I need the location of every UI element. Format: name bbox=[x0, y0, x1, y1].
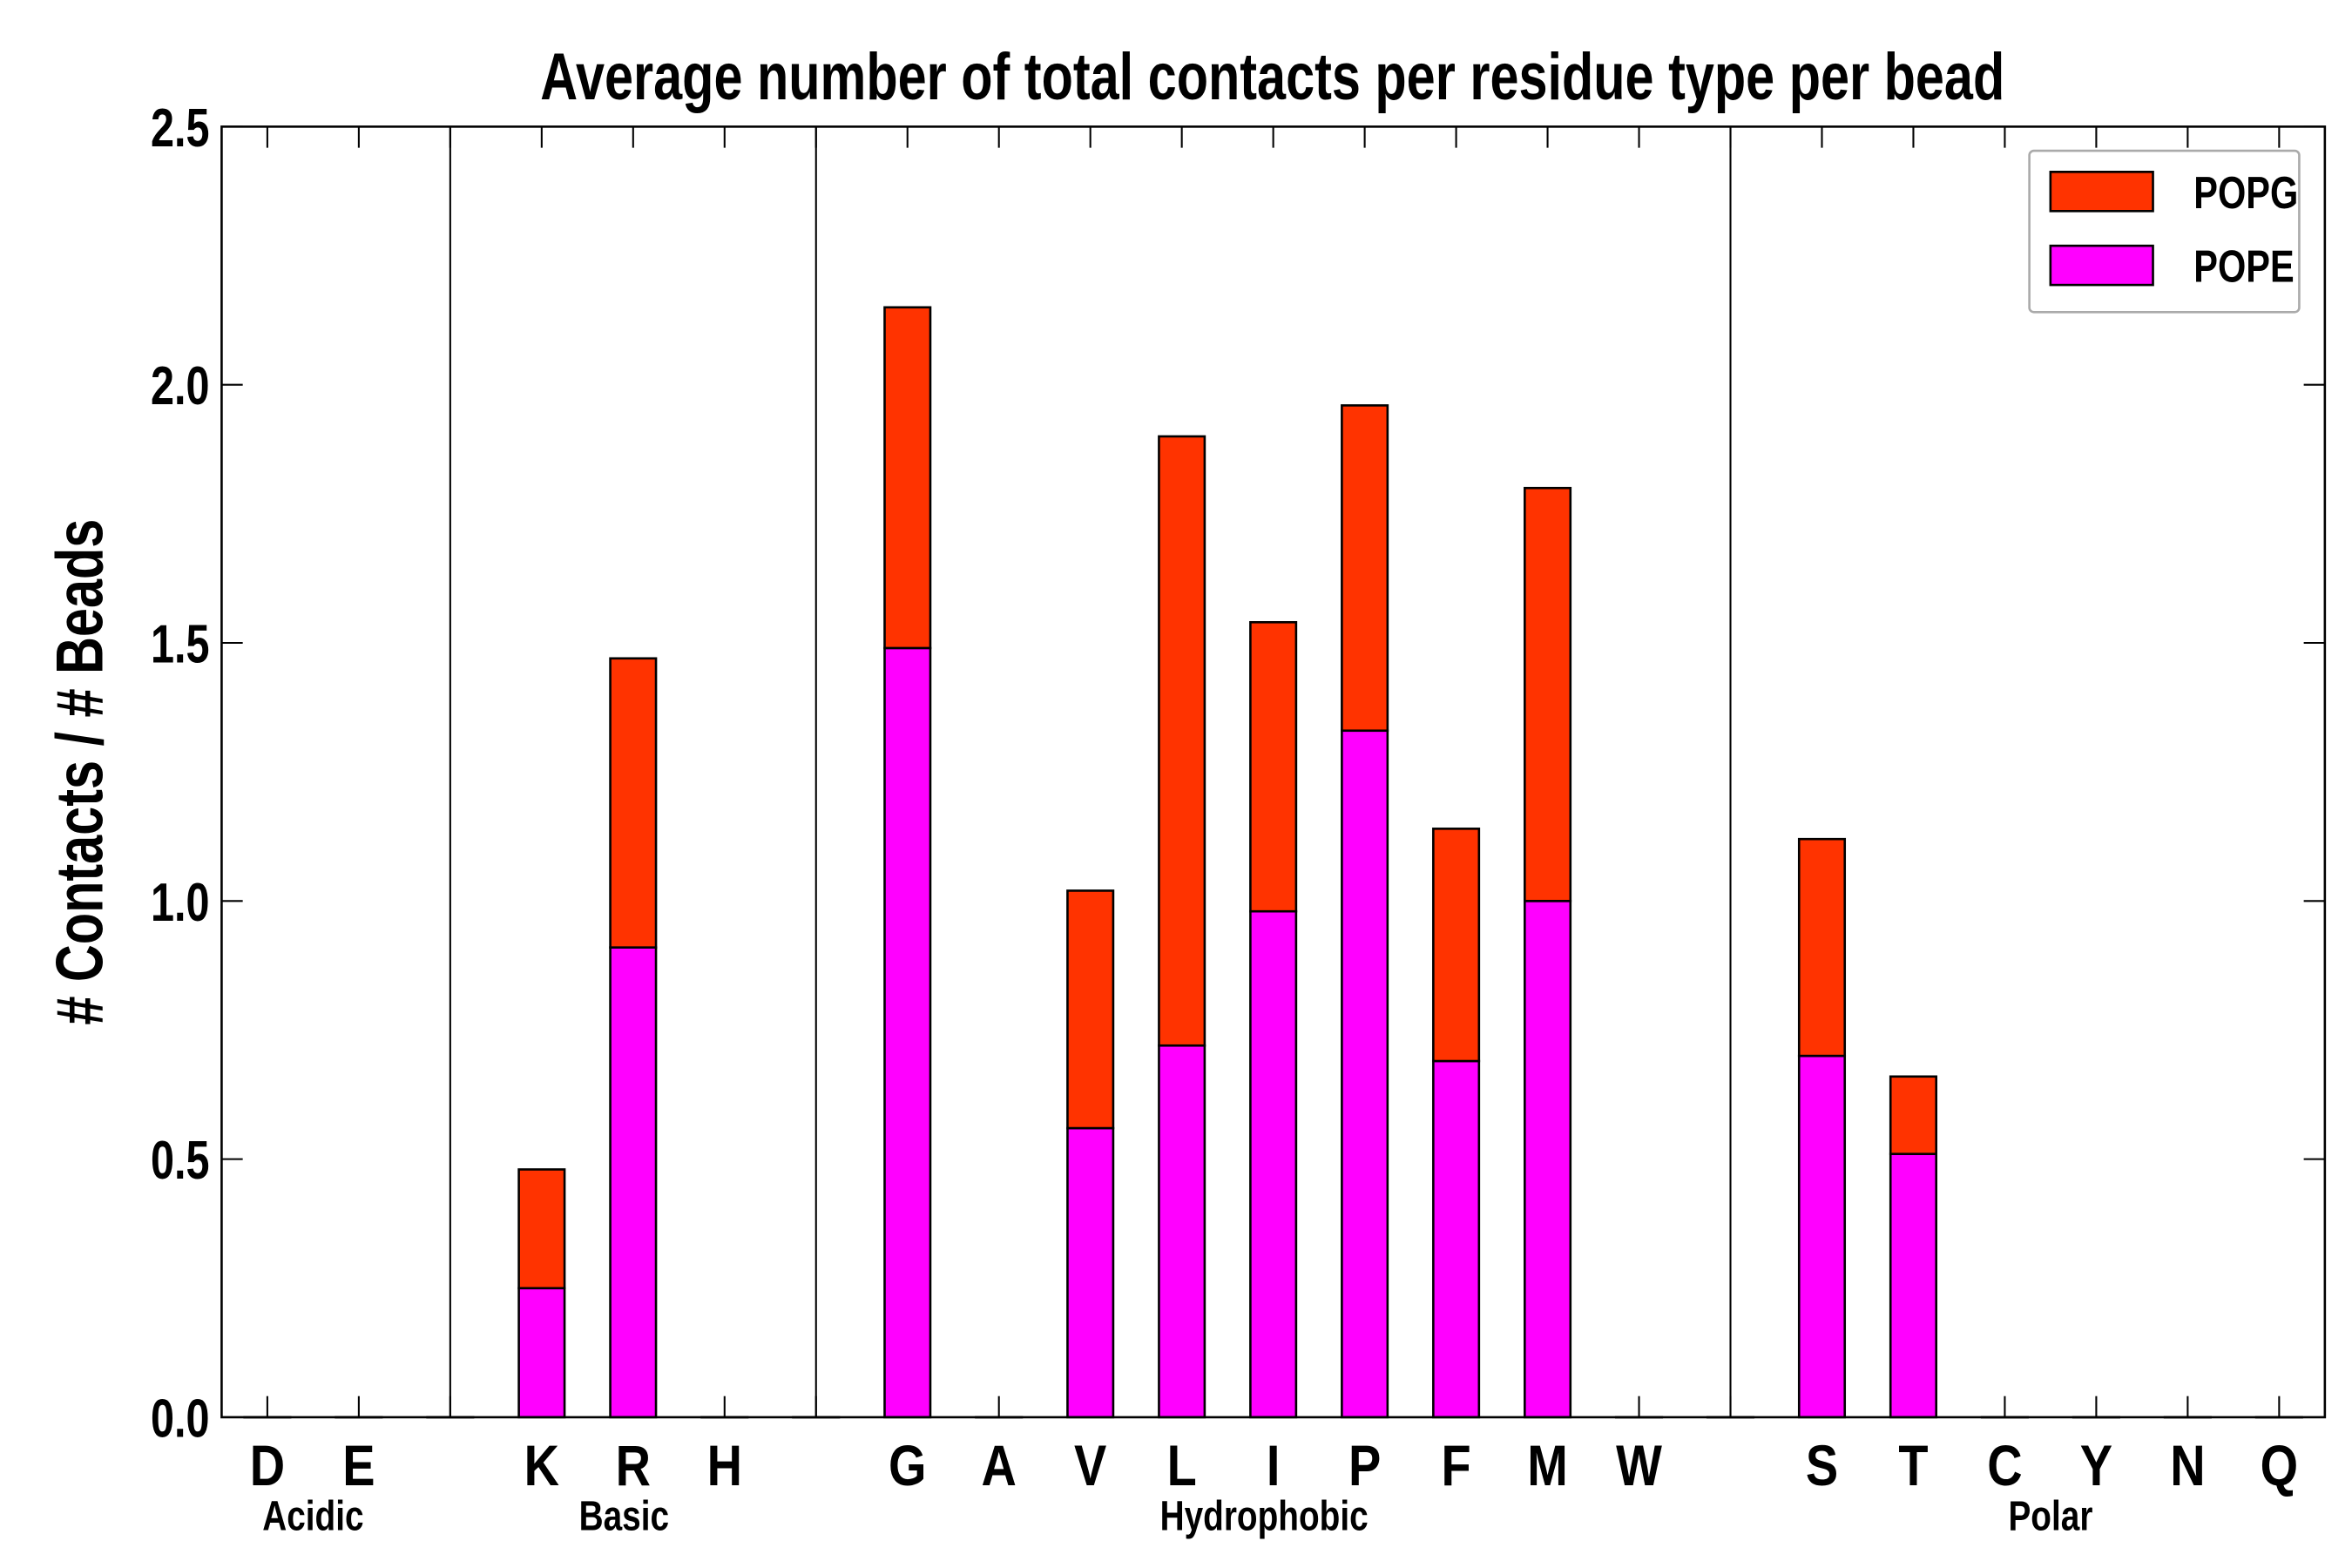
bar-pope bbox=[609, 946, 658, 1419]
y-tick-label: 2.5 bbox=[151, 97, 210, 158]
y-axis-label: # Contacts / # Beads bbox=[44, 519, 118, 1025]
group-label: Basic bbox=[579, 1493, 669, 1540]
x-tick-label: W bbox=[1616, 1434, 1662, 1497]
x-tick-label: D bbox=[250, 1434, 285, 1497]
bar-popg bbox=[1797, 837, 1847, 1058]
x-tick-label: R bbox=[616, 1434, 651, 1497]
legend-label-popg: POPG bbox=[2193, 166, 2298, 218]
x-tick-label: A bbox=[982, 1434, 1017, 1497]
x-tick-label: T bbox=[1898, 1434, 1928, 1497]
bar-pope bbox=[1066, 1126, 1115, 1419]
y-tick-label: 2.0 bbox=[151, 355, 210, 416]
x-tick-label: E bbox=[342, 1434, 375, 1497]
legend-swatch-popg bbox=[2049, 171, 2154, 213]
y-tick-label: 1.5 bbox=[151, 613, 210, 674]
x-tick-label: V bbox=[1074, 1434, 1107, 1497]
chart-title: Average number of total contacts per res… bbox=[540, 40, 2004, 114]
bar-popg bbox=[883, 306, 932, 650]
x-tick-label: N bbox=[2170, 1434, 2205, 1497]
x-tick-label: S bbox=[1806, 1434, 1838, 1497]
legend-swatch-pope bbox=[2049, 244, 2154, 287]
x-tick-label: Q bbox=[2261, 1434, 2298, 1497]
bar-pope bbox=[1341, 729, 1389, 1419]
bar-pope bbox=[1432, 1059, 1481, 1419]
bar-pope bbox=[517, 1287, 566, 1419]
x-tick-label: F bbox=[1442, 1434, 1471, 1497]
y-tick-label: 0.5 bbox=[151, 1129, 210, 1190]
y-tick-label: 0.0 bbox=[151, 1388, 210, 1449]
group-label: Polar bbox=[2008, 1493, 2092, 1540]
x-tick-label: G bbox=[889, 1434, 926, 1497]
x-tick-label: K bbox=[524, 1434, 559, 1497]
x-tick-label: M bbox=[1527, 1434, 1568, 1497]
bar-popg bbox=[1432, 828, 1481, 1063]
x-tick-label: Y bbox=[2080, 1434, 2112, 1497]
bar-popg bbox=[1249, 620, 1298, 913]
bar-popg bbox=[1066, 889, 1115, 1130]
legend-label-pope: POPE bbox=[2193, 240, 2294, 292]
bar-popg bbox=[1341, 404, 1389, 733]
x-tick-label: C bbox=[1987, 1434, 2022, 1497]
bar-popg bbox=[609, 657, 658, 949]
group-label: Acidic bbox=[262, 1493, 363, 1540]
plot-frame bbox=[220, 125, 2327, 1419]
x-tick-label: P bbox=[1348, 1434, 1381, 1497]
x-tick-label: H bbox=[707, 1434, 742, 1497]
bar-popg bbox=[1158, 435, 1206, 1047]
bar-popg bbox=[517, 1168, 566, 1290]
bar-pope bbox=[1889, 1152, 1938, 1419]
bar-pope bbox=[1158, 1044, 1206, 1419]
bar-pope bbox=[1797, 1054, 1847, 1419]
bar-popg bbox=[1889, 1075, 1938, 1155]
bar-pope bbox=[883, 646, 932, 1419]
x-tick-label: L bbox=[1167, 1434, 1197, 1497]
x-tick-label: I bbox=[1267, 1434, 1281, 1497]
legend: POPG POPE bbox=[2028, 149, 2301, 314]
y-tick-label: 1.0 bbox=[151, 871, 210, 932]
group-label: Hydrophobic bbox=[1160, 1493, 1369, 1540]
bar-popg bbox=[1524, 486, 1572, 902]
bar-pope bbox=[1249, 909, 1298, 1419]
bar-pope bbox=[1524, 900, 1572, 1419]
